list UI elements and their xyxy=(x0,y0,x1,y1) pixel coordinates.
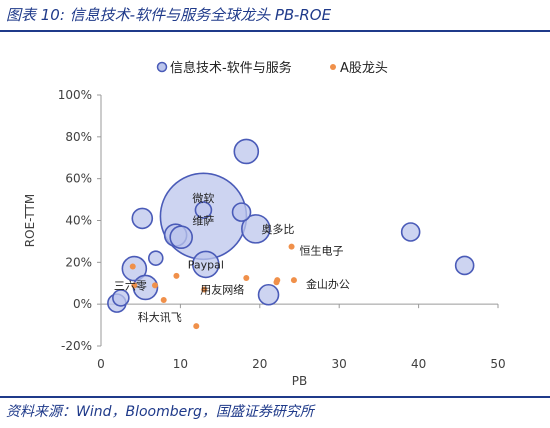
bubble-point xyxy=(169,225,193,250)
x-tick-label: 20 xyxy=(252,357,267,371)
legend-dot-swatch xyxy=(330,64,336,70)
legend-label-software: 信息技术-软件与服务 xyxy=(170,60,292,76)
point-label: Paypal xyxy=(188,258,224,271)
a-share-point xyxy=(151,282,158,289)
legend-label-a-share: A股龙头 xyxy=(340,61,388,76)
figure-title: 图表 10: 信息技术-软件与服务全球龙头 PB-ROE xyxy=(6,6,332,24)
source-note: 资料来源：Wind，Bloomberg，国盛证券研究所 xyxy=(6,404,314,420)
point-label: 金山办公 xyxy=(306,277,350,291)
point-label: 三六零 xyxy=(114,279,147,292)
x-axis-title: PB xyxy=(292,374,307,388)
x-tick-label: 40 xyxy=(411,357,426,371)
bubble-point xyxy=(131,207,154,230)
y-tick-label: 80% xyxy=(65,130,92,144)
point-label: 用友网络 xyxy=(200,283,244,297)
title-rule xyxy=(0,30,550,32)
a-share-point xyxy=(273,279,280,286)
legend-bubble-swatch xyxy=(156,61,168,73)
source-rule xyxy=(0,396,550,398)
a-share-point xyxy=(290,277,297,284)
y-tick-label: 100% xyxy=(58,88,92,102)
y-tick-label: 20% xyxy=(65,255,92,269)
point-label: 微软 xyxy=(192,191,214,205)
a-share-point xyxy=(160,296,167,303)
a-share-point xyxy=(193,323,200,330)
y-axis-title: ROE-TTM xyxy=(23,194,37,247)
y-tick-label: 40% xyxy=(65,214,92,228)
bubble-point xyxy=(112,289,130,307)
a-share-point xyxy=(129,263,136,270)
x-tick-label: 30 xyxy=(332,357,347,371)
y-tick-label: 0% xyxy=(73,297,92,311)
x-tick-label: 0 xyxy=(97,357,105,371)
point-label: 维萨 xyxy=(192,214,214,227)
y-tick-label: -20% xyxy=(61,339,92,353)
bubble-point xyxy=(233,138,260,165)
a-share-point xyxy=(201,286,208,293)
bubble-point xyxy=(194,201,213,219)
bubble-point xyxy=(241,214,271,244)
x-tick-label: 50 xyxy=(490,357,505,371)
bubble-point xyxy=(257,283,280,306)
bubble-point xyxy=(192,250,220,279)
y-tick-label: 60% xyxy=(65,172,92,186)
bubble-point xyxy=(231,202,252,222)
point-label: 科大讯飞 xyxy=(138,310,182,324)
a-share-point xyxy=(243,275,250,282)
a-share-point xyxy=(131,282,138,289)
bubble-point xyxy=(400,222,421,242)
bubble-point xyxy=(454,255,475,276)
point-label: 恒生电子 xyxy=(300,244,344,258)
bubble-point xyxy=(147,250,164,266)
a-share-point xyxy=(173,272,180,279)
a-share-point xyxy=(288,243,295,250)
x-tick-label: 10 xyxy=(173,357,188,371)
point-label: 奥多比 xyxy=(261,222,294,236)
